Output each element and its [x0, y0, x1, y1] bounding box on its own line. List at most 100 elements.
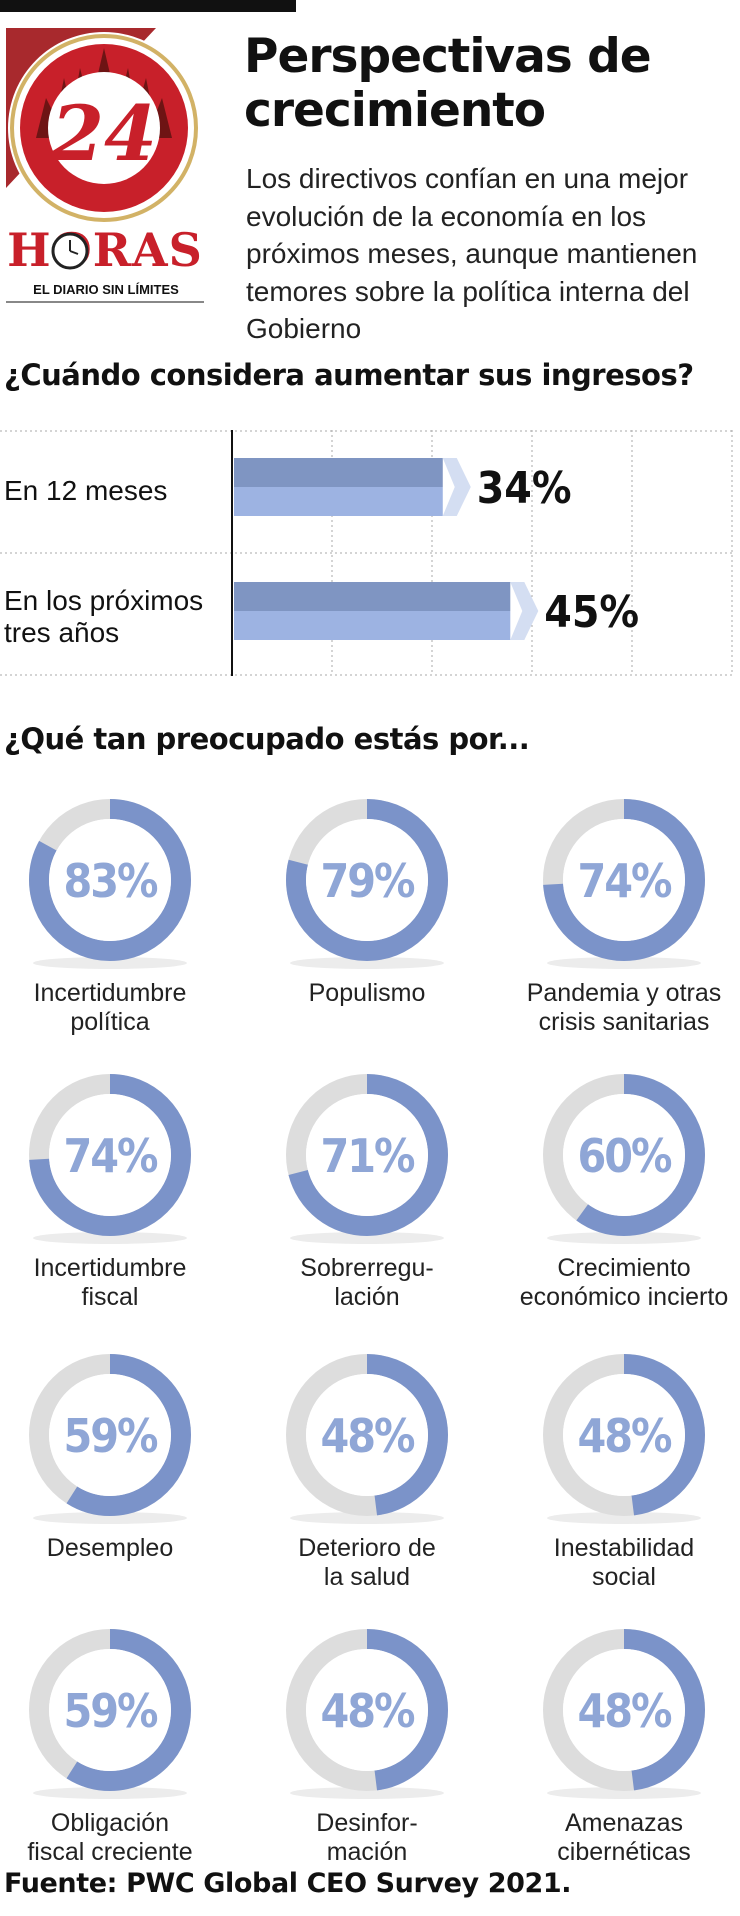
donut-category-label: Obligación fiscal creciente	[27, 1809, 192, 1860]
donut-value-label: 59%	[63, 1409, 158, 1463]
bar-category-line: tres años	[4, 617, 119, 648]
donut-arc	[286, 1629, 448, 1791]
donut-value-label: 48%	[320, 1409, 415, 1463]
donut-category-line: fiscal creciente	[27, 1838, 192, 1860]
donut-value-label: 59%	[63, 1684, 158, 1738]
donut-category-line: política	[70, 1008, 149, 1036]
bar-category-label: En 12 meses	[4, 475, 167, 506]
donut-category-line: Incertidumbre	[34, 979, 187, 1007]
donut-category-line: Amenazas	[565, 1809, 683, 1837]
donut-category-line: Desempleo	[47, 1534, 173, 1562]
donut-shadow	[547, 1787, 701, 1799]
donut-arc	[286, 1074, 448, 1236]
donut-shadow	[547, 957, 701, 969]
concern-donut-grid: 83%Incertidumbre política79%Populismo74%P…	[27, 799, 728, 1860]
donut-category-line: Inestabilidad	[554, 1534, 694, 1562]
donut-arc	[286, 1354, 448, 1516]
donut-hole	[563, 1649, 685, 1771]
donut-shadow	[547, 1232, 701, 1244]
donut-shadow	[290, 957, 444, 969]
donut-arc	[543, 1629, 705, 1791]
donut-category-label: Desinfor-mación	[316, 1809, 417, 1860]
donut-arc	[29, 1629, 191, 1791]
donut-arc	[29, 799, 191, 961]
bar-top	[234, 458, 443, 487]
donut-shadow	[33, 1512, 187, 1524]
donut-shadow	[33, 957, 187, 969]
page-subtitle: Los directivos confían en una mejor evol…	[246, 163, 698, 344]
top-rule	[0, 0, 296, 12]
donut-category-label: Pandemia y otras crisis sanitarias	[527, 979, 722, 1036]
donut-hole	[49, 819, 171, 941]
donut-shadow	[33, 1787, 187, 1799]
donut-hole	[306, 819, 428, 941]
income-bar-chart: En 12 meses 34% En los próximos tres años 45…	[0, 430, 733, 676]
donut-hole	[49, 1374, 171, 1496]
logo-name: HORAS	[7, 223, 203, 277]
donut-arc	[29, 1074, 191, 1236]
donut-category-line: Sobrerregu-	[300, 1254, 433, 1282]
donut-category-label: Deterioro de la salud	[298, 1534, 436, 1591]
donut-hole	[49, 1094, 171, 1216]
donut-shadow	[290, 1787, 444, 1799]
donut-category-line: económico incierto	[520, 1283, 728, 1311]
donut-category-line: cibernéticas	[557, 1838, 690, 1860]
donut-shadow	[290, 1512, 444, 1524]
donut-value-label: 74%	[577, 854, 672, 908]
bar-category-line: En los próximos	[4, 585, 203, 616]
newspaper-logo: 24 HORAS EL DIARIO SIN LÍMITES	[6, 28, 204, 303]
donut-hole	[306, 1649, 428, 1771]
donut-category-label: Populismo	[309, 979, 426, 1007]
logo-tagline: EL DIARIO SIN LÍMITES	[33, 282, 179, 297]
donut-category-line: social	[592, 1563, 656, 1591]
bar-value-label: 34%	[477, 463, 572, 514]
bar-top	[234, 582, 511, 611]
donut-value-label: 48%	[320, 1684, 415, 1738]
donut-shadow	[33, 1232, 187, 1244]
donut-category-line: mación	[327, 1838, 408, 1860]
donut-category-line: Populismo	[309, 979, 426, 1007]
donut-shadow	[547, 1512, 701, 1524]
donut-category-line: lación	[334, 1283, 399, 1311]
bar-bottom	[234, 487, 443, 516]
donut-value-label: 83%	[63, 854, 158, 908]
page-title: Perspectivas de crecimiento	[244, 29, 652, 138]
bar-arrowhead	[442, 458, 471, 516]
donut-hole	[563, 819, 685, 941]
donut-category-line: Crecimiento	[557, 1254, 690, 1282]
donut-arc	[543, 1354, 705, 1516]
donut-shadow	[290, 1232, 444, 1244]
donut-hole	[49, 1649, 171, 1771]
donut-category-label: Incertidumbre fiscal	[34, 1254, 187, 1311]
bar-category-line: En 12 meses	[4, 475, 167, 506]
income-question-title: ¿Cuándo considera aumentar sus ingresos?	[4, 358, 694, 392]
concern-question-title: ¿Qué tan preocupado estás por...	[4, 722, 530, 756]
donut-hole	[306, 1094, 428, 1216]
donut-value-label: 48%	[577, 1684, 672, 1738]
donut-category-label: Crecimiento económico incierto	[520, 1254, 728, 1311]
source-note: Fuente: PWC Global CEO Survey 2021.	[4, 1868, 572, 1899]
bar-category-label: En los próximos tres años	[4, 585, 203, 648]
logo-number: 24	[50, 89, 157, 178]
donut-hole	[563, 1374, 685, 1496]
donut-category-line: fiscal	[82, 1283, 139, 1311]
donut-category-label: Sobrerregu-lación	[300, 1254, 433, 1311]
donut-hole	[306, 1374, 428, 1496]
donut-arc	[543, 1074, 705, 1236]
donut-category-line: crisis sanitarias	[539, 1008, 710, 1036]
donut-arc	[29, 1354, 191, 1516]
donut-category-label: Desempleo	[47, 1534, 173, 1562]
donut-arc	[286, 799, 448, 961]
donut-arc	[543, 799, 705, 961]
donut-value-label: 79%	[320, 854, 415, 908]
donut-category-line: Incertidumbre	[34, 1254, 187, 1282]
donut-category-label: Amenazas cibernéticas	[557, 1809, 690, 1860]
donut-value-label: 48%	[577, 1409, 672, 1463]
donut-value-label: 60%	[577, 1129, 672, 1183]
bar-arrowhead	[510, 582, 539, 640]
bar-bottom	[234, 611, 511, 640]
donut-category-label: Inestabilidad social	[554, 1534, 694, 1591]
donut-category-label: Incertidumbre política	[34, 979, 187, 1036]
donut-category-line: Desinfor-	[316, 1809, 417, 1837]
donut-category-line: Obligación	[51, 1809, 169, 1837]
